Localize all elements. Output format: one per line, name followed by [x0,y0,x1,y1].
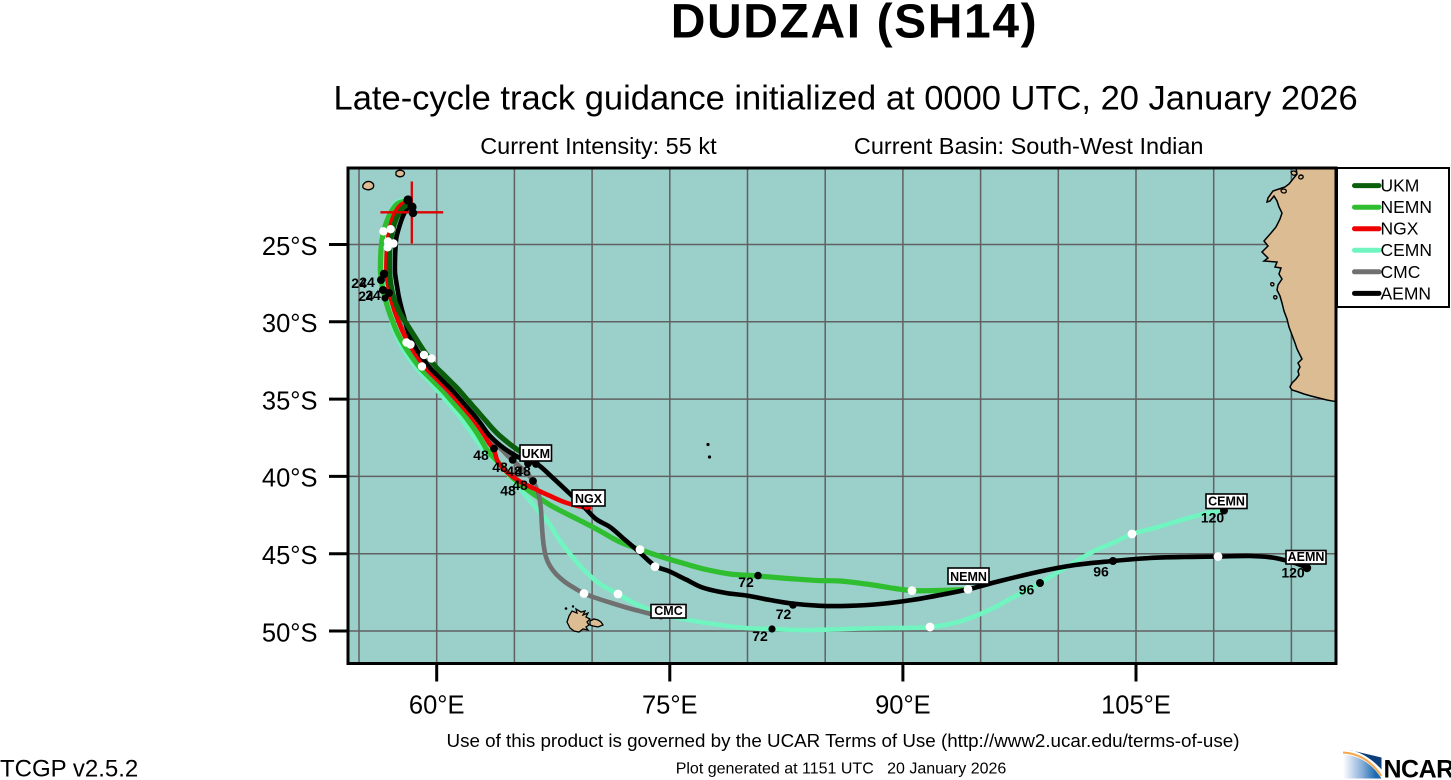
svg-text:48: 48 [512,477,528,493]
svg-text:105°E: 105°E [1101,692,1171,720]
svg-text:NGX: NGX [575,492,603,506]
svg-text:60°E: 60°E [409,692,465,720]
svg-text:NEMN: NEMN [1381,197,1433,217]
svg-text:48: 48 [500,483,516,499]
svg-text:30°S: 30°S [262,310,318,338]
svg-text:48: 48 [515,463,531,479]
svg-text:35°S: 35°S [262,387,318,415]
svg-text:CMC: CMC [1381,262,1421,282]
svg-text:Current Intensity: 55 kt: Current Intensity: 55 kt [480,133,717,159]
svg-text:45°S: 45°S [262,542,318,570]
svg-text:NCAR: NCAR [1384,756,1451,780]
svg-text:CMC: CMC [654,604,682,618]
svg-text:CEMN: CEMN [1381,240,1433,260]
svg-text:CEMN: CEMN [1208,494,1245,508]
svg-text:24: 24 [351,275,367,291]
svg-text:50°S: 50°S [262,619,318,647]
svg-text:75°E: 75°E [642,692,698,720]
svg-text:NEMN: NEMN [950,570,987,584]
svg-text:TCGP v2.5.2: TCGP v2.5.2 [0,756,138,780]
svg-text:25°S: 25°S [262,233,318,261]
svg-text:48: 48 [506,463,522,479]
svg-text:72: 72 [752,628,768,644]
svg-text:96: 96 [1019,582,1035,598]
svg-text:90°E: 90°E [875,692,931,720]
svg-text:72: 72 [738,574,754,590]
svg-text:Use of this product is governe: Use of this product is governed by the U… [447,730,1240,751]
svg-text:48: 48 [473,447,489,463]
svg-text:AEMN: AEMN [1381,283,1432,303]
svg-text:Plot generated at 1151 UTC 2: Plot generated at 1151 UTC 20 January 20… [676,761,1007,778]
svg-text:NGX: NGX [1381,219,1419,239]
svg-text:120: 120 [1201,510,1225,526]
svg-text:24: 24 [359,274,375,290]
svg-text:120: 120 [1281,565,1305,581]
svg-text:96: 96 [1093,564,1109,580]
svg-text:UKM: UKM [1381,176,1420,196]
svg-text:24: 24 [358,288,374,304]
svg-text:AEMN: AEMN [1288,550,1325,564]
svg-text:Current Basin: South-West Indi: Current Basin: South-West Indian [854,133,1204,159]
svg-text:DUDZAI (SH14): DUDZAI (SH14) [671,0,1039,49]
svg-text:UKM: UKM [522,447,550,461]
svg-text:40°S: 40°S [262,465,318,493]
svg-text:Late-cycle track guidance init: Late-cycle track guidance initialized at… [334,80,1358,118]
svg-text:24: 24 [365,287,381,303]
svg-text:48: 48 [492,459,508,475]
svg-text:72: 72 [776,606,792,622]
